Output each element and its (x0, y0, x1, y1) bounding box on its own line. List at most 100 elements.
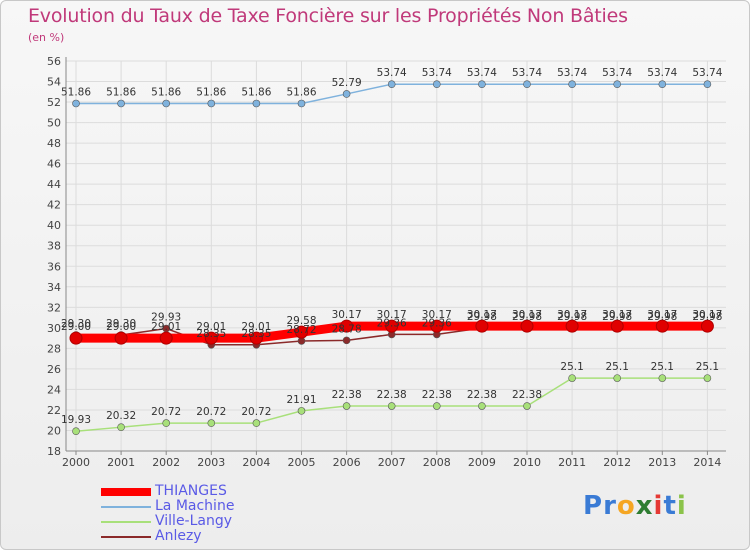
data-point (297, 99, 306, 108)
data-point (342, 90, 351, 98)
legend-label-ville-langy: Ville-Langy (155, 513, 233, 529)
data-label: 22.38 (422, 389, 452, 401)
grid-lines (66, 60, 726, 452)
data-point (475, 319, 489, 333)
legend: THIANGES La Machine Ville-Langy Anlezy (101, 483, 361, 545)
legend-swatch-anlezy (101, 536, 151, 538)
data-point (658, 374, 667, 382)
data-label: 25.1 (651, 361, 674, 373)
data-point (342, 402, 351, 410)
x-tick-label: 2009 (468, 456, 496, 469)
data-point (387, 402, 396, 410)
data-point (117, 99, 125, 108)
data-point (658, 80, 667, 88)
data-label: 30.17 (422, 309, 452, 321)
data-label: 22.38 (467, 389, 497, 401)
data-point (159, 331, 173, 345)
legend-item-thianges: THIANGES (101, 483, 361, 500)
data-point (252, 99, 261, 108)
data-label: 29.30 (106, 318, 136, 330)
data-point (252, 419, 261, 427)
data-point (478, 402, 486, 410)
data-label: 29.98 (512, 311, 542, 323)
data-point (432, 80, 441, 88)
data-point (523, 80, 531, 88)
y-tick-label: 50 (47, 117, 61, 130)
series-layer (69, 80, 714, 435)
logo-letter: P (583, 491, 604, 521)
logo-letter: o (616, 491, 636, 521)
data-label: 22.38 (332, 389, 362, 401)
data-label: 30.17 (467, 309, 497, 321)
data-point (297, 407, 306, 415)
x-tick-label: 2007 (378, 456, 406, 469)
data-point (249, 331, 263, 345)
data-point (117, 423, 125, 431)
data-label: 29.01 (151, 321, 181, 333)
logo-letter: t (663, 491, 677, 521)
y-tick-label: 24 (47, 383, 61, 396)
data-point (204, 331, 218, 345)
data-point (568, 80, 576, 88)
data-label: 29.98 (602, 311, 632, 323)
y-tick-label: 46 (47, 158, 61, 171)
data-label: 51.86 (61, 86, 91, 98)
data-label: 52.79 (332, 77, 362, 89)
x-tick-label: 2011 (558, 456, 586, 469)
legend-swatch-thianges (101, 488, 151, 496)
data-point (703, 374, 712, 382)
y-tick-label: 22 (47, 404, 61, 417)
data-point (520, 319, 534, 333)
data-label: 29.98 (557, 311, 587, 323)
data-label: 29.93 (151, 312, 181, 324)
data-label: 53.74 (557, 67, 587, 79)
legend-label-anlezy: Anlezy (155, 528, 202, 544)
data-point (610, 319, 624, 333)
data-point (385, 319, 399, 333)
y-tick-label: 26 (47, 363, 61, 376)
data-label: 29.36 (377, 317, 407, 329)
data-label: 21.91 (286, 394, 316, 406)
data-labels: 29.00 29.00 29.01 29.01 29.01 29.58 30.17 30.17… (61, 67, 723, 426)
data-label: 28.78 (332, 323, 362, 335)
data-point (568, 374, 576, 382)
data-label: 30.17 (377, 309, 407, 321)
data-label: 30.17 (512, 309, 542, 321)
data-label: 25.1 (696, 361, 719, 373)
y-tick-label: 44 (47, 178, 61, 191)
x-tick-label: 2004 (242, 456, 270, 469)
data-label: 25.1 (606, 361, 629, 373)
x-tick-label: 2008 (423, 456, 451, 469)
data-label: 53.74 (512, 67, 542, 79)
data-point (72, 99, 80, 108)
proxiti-logo: Proxiti (583, 491, 687, 521)
data-point (432, 402, 441, 410)
x-tick-label: 2010 (513, 456, 541, 469)
data-point (387, 80, 396, 88)
data-label: 25.1 (560, 361, 583, 373)
legend-swatch-la-machine (101, 506, 151, 508)
data-point (69, 331, 83, 345)
x-tick-label: 2014 (693, 456, 721, 469)
data-label: 19.93 (61, 414, 91, 426)
data-label: 29.30 (61, 318, 91, 330)
data-label: 29.36 (422, 317, 452, 329)
data-point (478, 80, 486, 88)
y-tick-label: 20 (47, 424, 61, 437)
data-point (703, 80, 712, 88)
data-label: 30.17 (602, 309, 632, 321)
x-tick-label: 2002 (152, 456, 180, 469)
x-tick-label: 2012 (603, 456, 631, 469)
data-label: 30.17 (647, 309, 677, 321)
y-tick-label: 28 (47, 342, 61, 355)
legend-item-anlezy: Anlezy (101, 528, 361, 545)
y-tick-label: 56 (47, 55, 61, 68)
data-label: 53.74 (377, 67, 407, 79)
data-point (72, 427, 80, 435)
y-tick-label: 54 (47, 76, 61, 89)
data-label: 29.58 (286, 315, 316, 327)
data-point (114, 331, 128, 345)
data-label: 29.00 (61, 321, 91, 333)
data-label: 53.74 (692, 67, 722, 79)
logo-letter: i (676, 491, 687, 521)
